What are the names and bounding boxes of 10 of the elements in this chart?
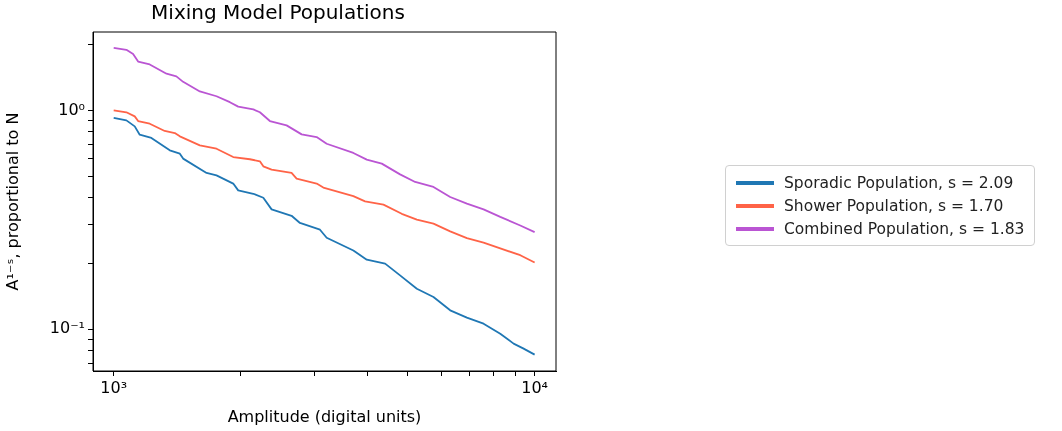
y-tick-label: 10⁰ bbox=[58, 99, 85, 119]
legend-label: Sporadic Population, s = 2.09 bbox=[784, 173, 1014, 192]
y-tick-label: 10⁻¹ bbox=[49, 318, 85, 338]
chart-title: Mixing Model Populations bbox=[151, 0, 405, 25]
y-axis-title: A¹⁻ˢ, proportional to N bbox=[2, 112, 22, 291]
x-tick-label: 10³ bbox=[100, 377, 128, 397]
x-axis-title: Amplitude (digital units) bbox=[227, 406, 422, 426]
x-tick-label: 10⁴ bbox=[521, 377, 549, 397]
legend-label: Shower Population, s = 1.70 bbox=[784, 196, 1004, 215]
legend-label: Combined Population, s = 1.83 bbox=[784, 219, 1025, 238]
